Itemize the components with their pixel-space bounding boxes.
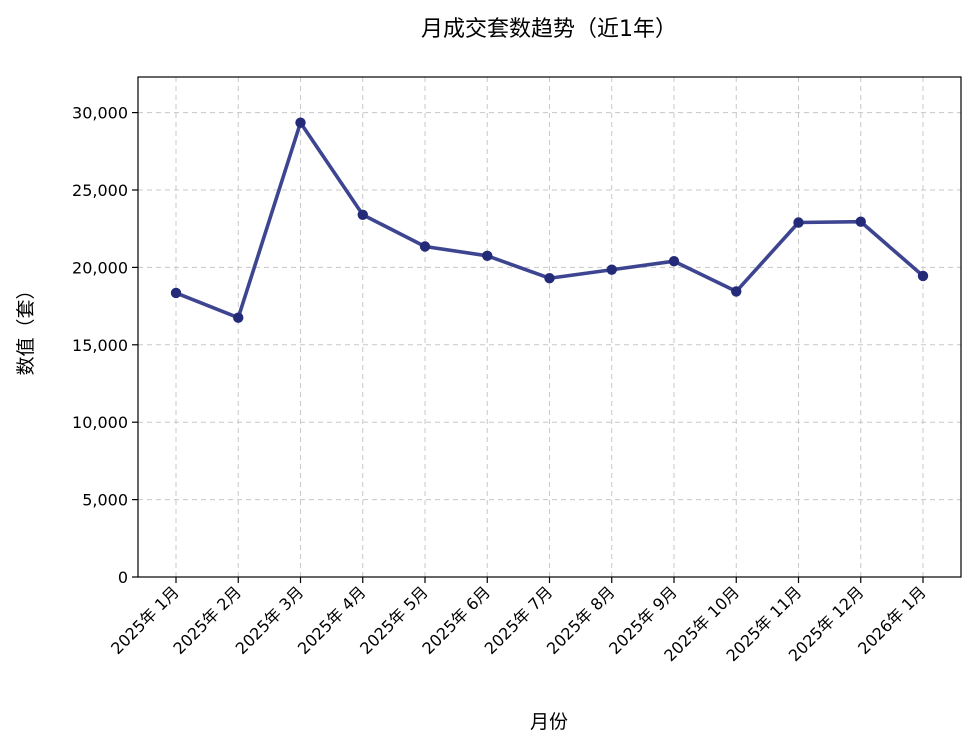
data-point	[544, 273, 555, 284]
x-tick-label: 2026年 1月	[854, 582, 930, 658]
data-point	[731, 286, 742, 297]
data-point	[295, 117, 306, 128]
data-point	[668, 256, 680, 267]
y-tick-label: 10,000	[72, 413, 128, 432]
y-tick-label: 15,000	[72, 336, 128, 355]
data-point	[482, 250, 493, 261]
y-axis-label: 数值（套）	[15, 280, 37, 375]
y-axis: 0 5,000 10,000 15,000 20,000 25,000 30,000	[72, 104, 138, 587]
y-tick-label: 20,000	[72, 258, 128, 277]
data-point	[170, 287, 182, 299]
data-point	[357, 209, 368, 220]
data-point	[419, 241, 431, 252]
y-tick-label: 5,000	[82, 491, 128, 510]
data-point	[793, 217, 804, 228]
x-axis-label: 月份	[530, 711, 568, 733]
y-tick-label: 25,000	[72, 181, 128, 200]
y-tick-label: 0	[118, 568, 128, 587]
y-tick-label: 30,000	[72, 104, 128, 123]
grid	[138, 77, 961, 578]
chart-title: 月成交套数趋势（近1年）	[421, 17, 677, 42]
data-point	[917, 270, 929, 282]
data-point	[233, 312, 244, 323]
data-point	[855, 216, 866, 227]
data-point	[606, 264, 617, 275]
data-markers	[170, 117, 929, 323]
